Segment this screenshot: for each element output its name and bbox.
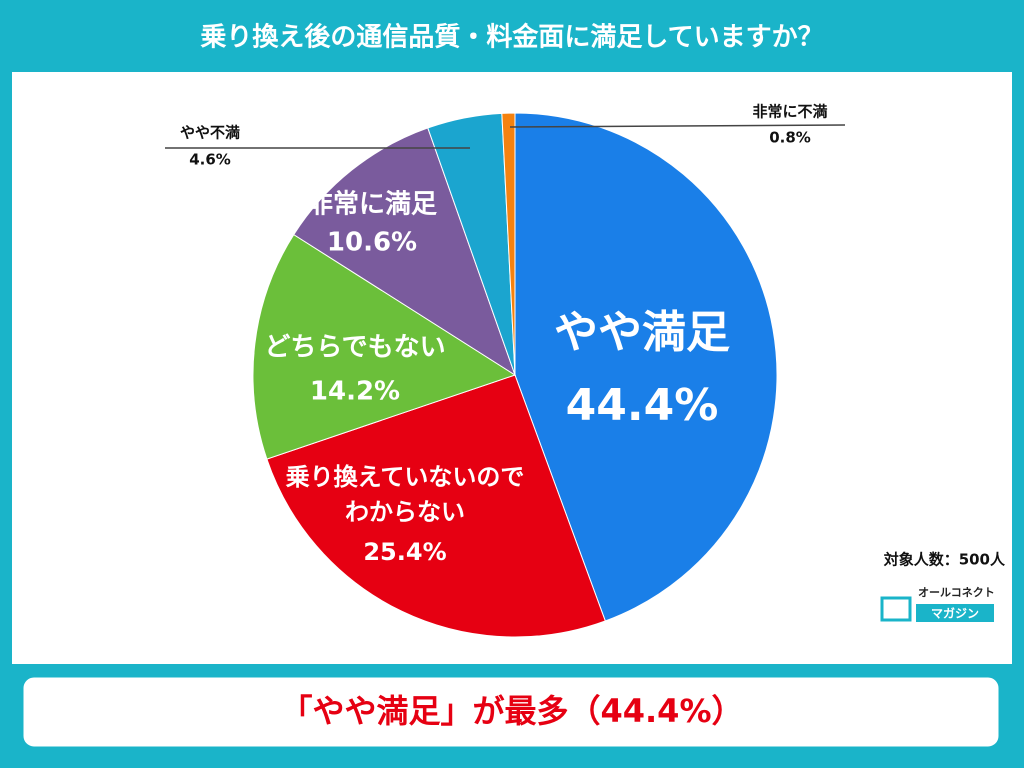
slice-label: 非常に不満 xyxy=(752,103,827,121)
pie xyxy=(252,112,778,638)
headline: 「やや満足」が最多（44.4%） xyxy=(280,692,743,730)
logo: オールコネクト マガジン xyxy=(880,586,995,622)
logo-icon xyxy=(880,596,912,622)
value-label: 4.6% xyxy=(189,151,231,169)
logo-badge xyxy=(916,604,994,622)
headline-box xyxy=(20,674,1002,750)
pie-slice xyxy=(293,127,516,377)
pie-slice xyxy=(501,112,516,376)
value-label: 10.6% xyxy=(327,228,417,258)
slice-label: やや満足 xyxy=(554,307,730,358)
pie-slice xyxy=(514,112,778,622)
leader-line xyxy=(509,124,846,128)
logo-text: オールコネクト xyxy=(918,586,995,599)
slice-label: 非常に満足 xyxy=(307,190,437,220)
value-label: 14.2% xyxy=(310,377,400,407)
chart-title: 乗り換え後の通信品質・料金面に満足していますか？ xyxy=(200,22,823,53)
slice-label: どちらでもない xyxy=(264,333,445,363)
value-label: 44.4% xyxy=(566,380,719,431)
value-label: 25.4% xyxy=(363,538,446,566)
logo-text: マガジン xyxy=(931,606,979,621)
slice-label: やや不満 xyxy=(180,124,240,142)
slice-label: 乗り換えていないのでわからない xyxy=(286,463,525,526)
value-label: 0.8% xyxy=(769,129,811,147)
note: 対象人数：500人 xyxy=(883,551,1006,569)
pie-slice xyxy=(266,374,606,638)
pie-slice xyxy=(252,233,517,460)
